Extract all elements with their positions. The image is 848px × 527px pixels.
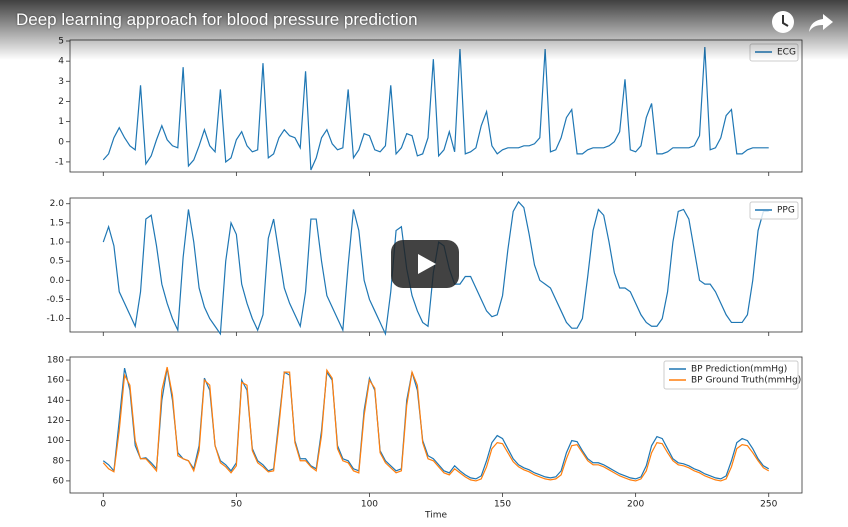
video-title[interactable]: Deep learning approach for blood pressur… — [16, 10, 418, 29]
y-tick-label: -1.0 — [46, 314, 64, 324]
y-tick-label: 60 — [53, 476, 65, 486]
y-tick-label: 1 — [58, 117, 64, 127]
series-line — [102, 47, 769, 171]
y-tick-label: -1 — [55, 157, 64, 167]
y-tick-label: 1.0 — [50, 238, 65, 248]
y-tick-label: 0.5 — [50, 257, 64, 267]
legend-label: BP Prediction(mmHg) — [691, 365, 787, 375]
share-button[interactable] — [806, 8, 836, 38]
y-tick-label: 2.0 — [50, 199, 65, 209]
y-tick-label: 120 — [47, 416, 64, 426]
x-tick-label: 150 — [494, 500, 511, 510]
legend-label: PPG — [777, 206, 795, 216]
y-tick-label: 2 — [58, 97, 64, 107]
y-tick-label: 180 — [47, 356, 64, 366]
x-axis-label: Time — [424, 511, 447, 521]
series-line — [102, 366, 770, 482]
x-tick-label: 200 — [627, 500, 644, 510]
y-tick-label: 4 — [58, 57, 64, 67]
y-tick-label: 0.0 — [50, 276, 65, 286]
y-tick-label: 100 — [47, 436, 64, 446]
axes-frame — [69, 356, 803, 494]
y-tick-label: 1.5 — [50, 218, 64, 228]
legend-box — [749, 201, 799, 220]
x-tick-label: 50 — [231, 500, 243, 510]
y-tick-label: 3 — [58, 77, 64, 87]
x-tick-label: 100 — [361, 500, 378, 510]
axes-frame — [69, 197, 803, 333]
top-gradient — [0, 0, 848, 60]
watch-later-button[interactable] — [768, 8, 800, 38]
y-tick-label: 80 — [53, 456, 65, 466]
legend-label: BP Ground Truth(mmHg) — [691, 376, 801, 386]
legend-box — [663, 360, 799, 390]
y-tick-label: 140 — [47, 396, 64, 406]
y-tick-label: -0.5 — [46, 295, 64, 305]
x-tick-label: 0 — [100, 500, 106, 510]
x-tick-label: 250 — [760, 500, 777, 510]
y-tick-label: 160 — [47, 376, 64, 386]
y-tick-label: 0 — [58, 137, 64, 147]
play-button[interactable] — [391, 240, 459, 288]
